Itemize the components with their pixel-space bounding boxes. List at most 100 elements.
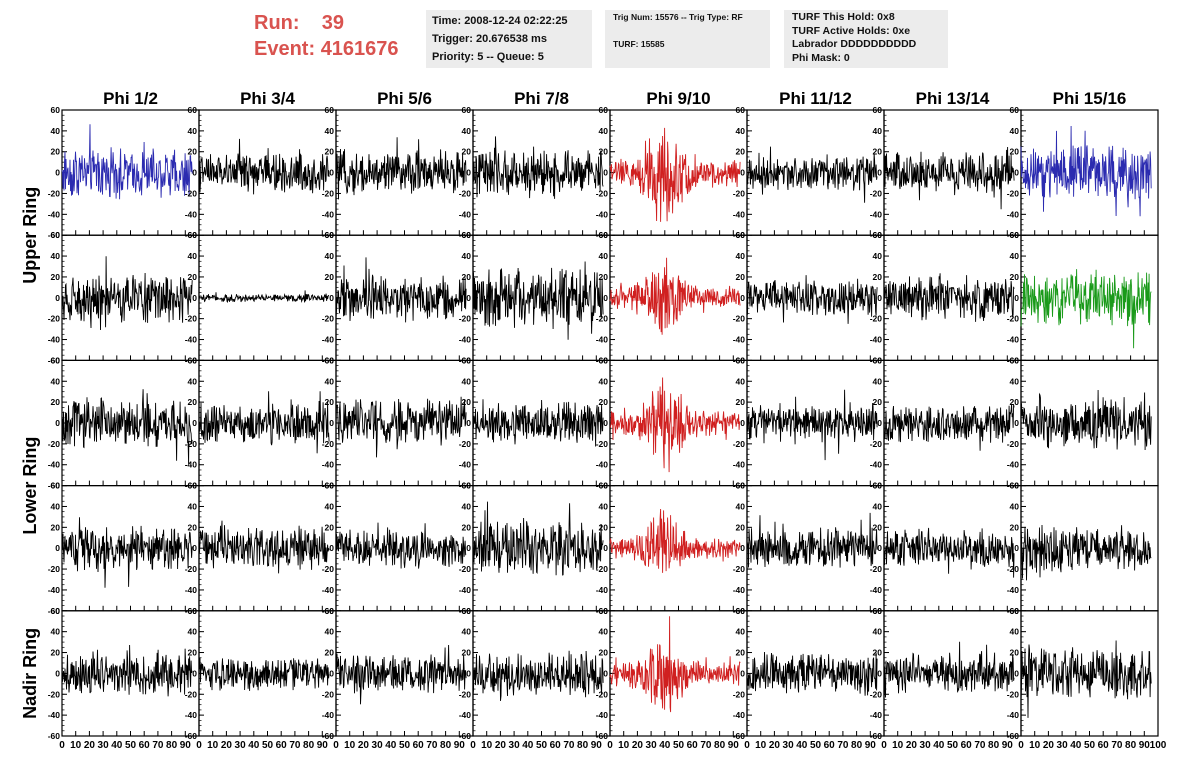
run-event-header: Run: 39 Event: 4161676: [254, 10, 399, 62]
y-tick-label: 0: [1014, 418, 1019, 428]
x-tick-label: 50: [673, 740, 685, 751]
x-tick-label: 70: [974, 740, 986, 751]
y-tick-label: 40: [599, 126, 609, 136]
y-tick-label: 40: [873, 376, 883, 386]
y-tick-label: -60: [322, 731, 335, 741]
waveform-trace: [198, 290, 330, 304]
y-tick-label: -20: [733, 439, 746, 449]
y-tick-label: 20: [873, 648, 883, 658]
y-tick-label: 40: [736, 251, 746, 261]
x-tick-label: 40: [1070, 740, 1082, 751]
y-tick-label: 0: [877, 543, 882, 553]
y-tick-label: -40: [870, 585, 883, 595]
x-tick-label: 50: [1084, 740, 1096, 751]
column-header: Phi 1/2: [103, 89, 158, 108]
y-tick-label: 20: [873, 147, 883, 157]
x-tick-label: 10: [207, 740, 219, 751]
y-tick-label: 0: [466, 668, 471, 678]
y-tick-label: 60: [1010, 606, 1020, 616]
y-tick-label: -20: [459, 439, 472, 449]
y-tick-label: 60: [188, 606, 198, 616]
y-tick-label: -40: [733, 585, 746, 595]
y-tick-label: 0: [55, 168, 60, 178]
turf-this-hold-text: TURF This Hold: 0x8: [792, 11, 895, 23]
y-tick-label: -20: [48, 439, 61, 449]
y-tick-label: 60: [188, 230, 198, 240]
y-tick-label: -40: [459, 335, 472, 345]
y-tick-label: 20: [188, 272, 198, 282]
x-tick-label: 0: [744, 740, 750, 751]
y-tick-label: 0: [466, 418, 471, 428]
y-tick-label: 0: [466, 543, 471, 553]
y-tick-label: 60: [1010, 105, 1020, 115]
y-tick-label: -20: [733, 314, 746, 324]
trigger-time-text: Trigger: 20.676538 ms: [432, 33, 547, 45]
y-tick-label: -20: [1007, 439, 1020, 449]
y-tick-label: -20: [322, 314, 335, 324]
x-tick-label: 50: [125, 740, 137, 751]
y-tick-label: 20: [51, 147, 61, 157]
y-tick-label: -20: [596, 689, 609, 699]
x-tick-label: 10: [481, 740, 493, 751]
y-tick-label: -60: [48, 230, 61, 240]
y-tick-label: 20: [736, 522, 746, 532]
y-tick-label: 0: [603, 543, 608, 553]
y-tick-label: -20: [322, 689, 335, 699]
y-tick-label: 60: [325, 105, 335, 115]
y-tick-label: -40: [459, 585, 472, 595]
x-tick-label: 80: [988, 740, 1000, 751]
y-tick-label: -40: [48, 209, 61, 219]
y-tick-label: 40: [1010, 627, 1020, 637]
y-tick-label: 0: [329, 168, 334, 178]
y-tick-label: 60: [736, 105, 746, 115]
y-tick-label: -40: [48, 710, 61, 720]
x-tick-label: 40: [385, 740, 397, 751]
y-tick-label: 20: [736, 648, 746, 658]
x-tick-label: 60: [961, 740, 973, 751]
y-tick-label: -20: [596, 314, 609, 324]
y-tick-label: 0: [329, 418, 334, 428]
x-tick-label: 20: [84, 740, 96, 751]
y-tick-label: 40: [599, 251, 609, 261]
x-tick-label: 50: [536, 740, 548, 751]
x-tick-label: 20: [495, 740, 507, 751]
y-tick-label: 60: [736, 230, 746, 240]
y-tick-label: 60: [599, 481, 609, 491]
waveform-trace: [472, 501, 604, 576]
y-tick-label: 20: [599, 522, 609, 532]
waveform-trace: [472, 650, 604, 701]
y-tick-label: 60: [188, 355, 198, 365]
waveform-trace: [472, 399, 604, 447]
y-tick-label: 40: [325, 376, 335, 386]
x-tick-label: 30: [783, 740, 795, 751]
y-tick-label: -20: [870, 689, 883, 699]
y-tick-label: -20: [322, 564, 335, 574]
x-tick-label: 60: [276, 740, 288, 751]
y-tick-label: 0: [55, 293, 60, 303]
y-tick-label: 0: [192, 543, 197, 553]
y-tick-label: 20: [1010, 272, 1020, 282]
y-tick-label: -40: [322, 209, 335, 219]
y-tick-label: 0: [603, 168, 608, 178]
y-tick-label: 40: [736, 501, 746, 511]
y-tick-label: 20: [736, 397, 746, 407]
x-tick-label: 90: [865, 740, 877, 751]
x-tick-label: 50: [947, 740, 959, 751]
row-label: Nadir Ring: [20, 628, 40, 719]
x-tick-label: 90: [1002, 740, 1014, 751]
waveform-trace: [609, 616, 741, 713]
x-tick-label: 20: [358, 740, 370, 751]
y-tick-label: 60: [462, 105, 472, 115]
y-tick-label: 20: [462, 522, 472, 532]
y-tick-label: 40: [462, 251, 472, 261]
y-tick-label: 60: [736, 355, 746, 365]
